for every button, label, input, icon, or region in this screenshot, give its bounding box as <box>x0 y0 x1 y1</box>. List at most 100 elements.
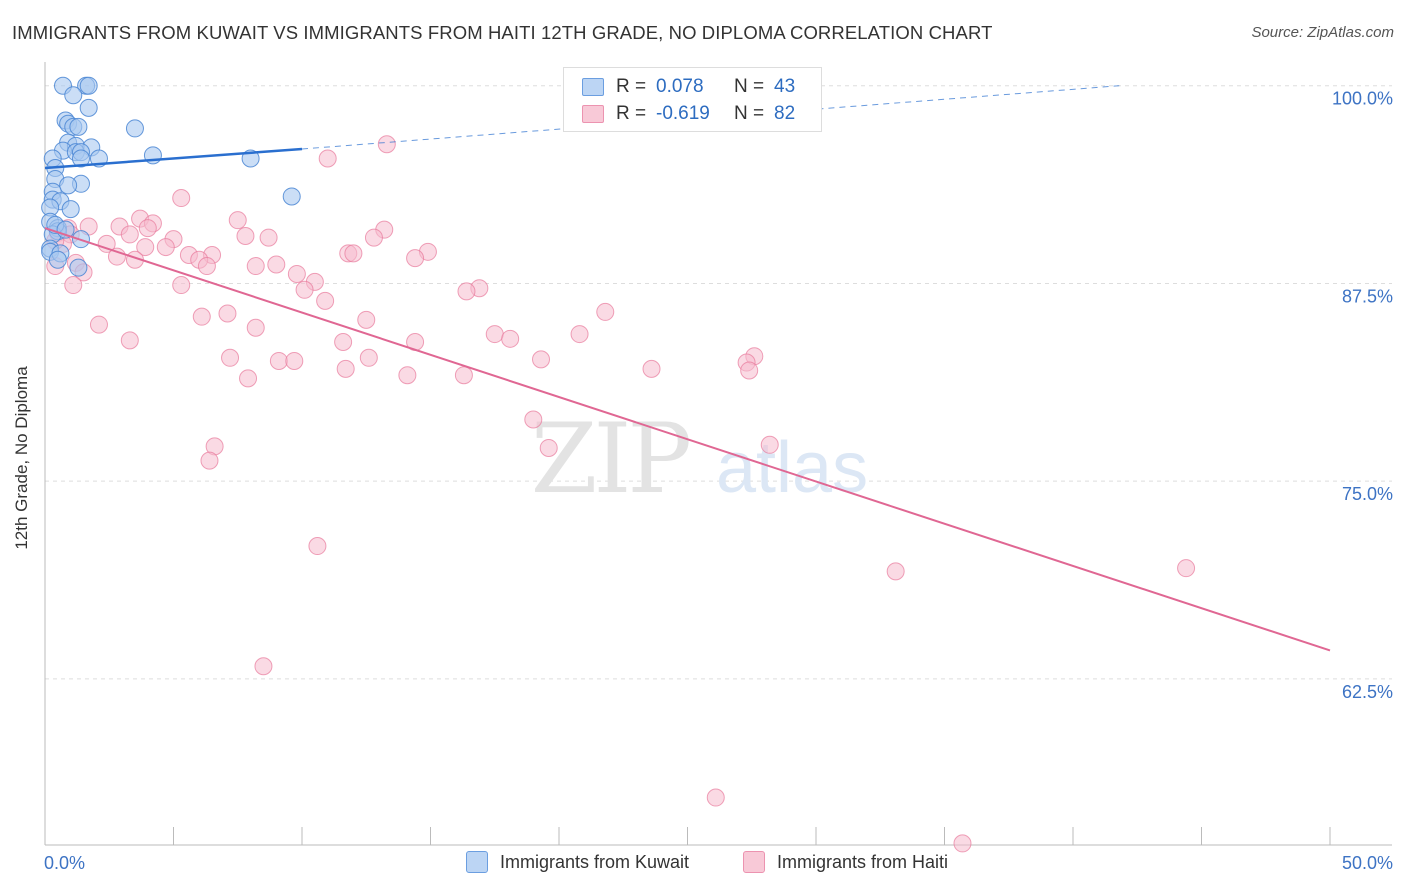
legend-n-label: N = <box>734 103 765 124</box>
data-point-haiti <box>532 350 551 369</box>
trendline-haiti <box>44 227 1331 652</box>
data-point-haiti <box>308 537 327 556</box>
data-point-haiti <box>295 280 314 299</box>
data-point-haiti <box>359 348 378 367</box>
data-point-haiti <box>267 255 286 274</box>
data-point-haiti <box>485 325 504 344</box>
data-point-haiti <box>120 331 139 350</box>
data-point-haiti <box>239 369 258 388</box>
data-point-haiti <box>570 325 589 344</box>
data-point-haiti <box>246 257 265 276</box>
data-point-haiti <box>228 211 247 230</box>
trendline-kuwait <box>44 147 303 170</box>
data-point-haiti <box>172 189 191 208</box>
data-point-haiti <box>120 225 139 244</box>
data-point-haiti <box>706 788 725 807</box>
legend-n-value: 82 <box>774 103 796 124</box>
data-point-haiti <box>236 227 255 245</box>
correlation-legend: R = 0.078 N = 43 R = -0.619 N = 82 <box>563 67 822 132</box>
legend-swatch-kuwait <box>582 78 604 96</box>
data-point-haiti <box>364 228 383 247</box>
y-tick-label: 87.5% <box>1342 286 1393 306</box>
legend-n-label: N = <box>734 76 765 97</box>
legend-r-value: 0.078 <box>656 76 704 97</box>
data-point-haiti <box>539 438 558 457</box>
data-point-haiti <box>596 302 615 321</box>
source-label: Source: ZipAtlas.com <box>1251 24 1394 41</box>
data-point-kuwait <box>282 187 301 206</box>
data-point-haiti <box>259 228 278 247</box>
kuwait-points <box>41 76 301 277</box>
legend-n-value: 43 <box>774 76 796 97</box>
data-point-kuwait <box>59 176 78 195</box>
data-point-haiti <box>269 351 288 370</box>
data-point-haiti <box>886 562 905 581</box>
data-point-haiti <box>192 307 211 326</box>
data-point-haiti <box>287 264 306 283</box>
data-point-kuwait <box>69 117 88 136</box>
data-point-kuwait <box>64 86 83 105</box>
legend-r-label: R = <box>616 103 647 124</box>
data-point-haiti <box>156 238 175 257</box>
x-tick-label: 50.0% <box>1342 853 1393 873</box>
data-point-haiti <box>501 329 520 348</box>
data-point-haiti <box>406 249 425 268</box>
data-point-haiti <box>336 359 355 378</box>
data-point-haiti <box>642 359 661 378</box>
data-point-haiti <box>97 234 116 253</box>
data-point-haiti <box>357 310 376 329</box>
y-tick-label: 75.0% <box>1342 484 1393 504</box>
data-point-haiti <box>254 657 273 676</box>
watermark-zip: ZIP <box>531 403 690 515</box>
data-point-haiti <box>953 834 972 853</box>
legend-item-haiti[interactable]: Immigrants from Haiti <box>743 851 948 873</box>
data-point-haiti <box>246 318 265 337</box>
data-point-kuwait <box>71 149 90 168</box>
data-point-haiti <box>377 135 396 154</box>
data-point-haiti <box>457 282 476 301</box>
data-point-haiti <box>221 348 240 367</box>
data-point-haiti <box>172 276 191 295</box>
legend-r-label: R = <box>616 76 647 97</box>
tick-labels: 62.5% 75.0% 87.5% 100.0% 0.0% 50.0% <box>44 89 1393 873</box>
data-point-haiti <box>200 451 219 470</box>
data-point-haiti <box>197 257 216 276</box>
data-point-haiti <box>138 219 157 238</box>
x-tick-label: 0.0% <box>44 853 85 873</box>
legend-label-kuwait: Immigrants from Kuwait <box>500 851 690 872</box>
data-point-haiti <box>760 435 779 454</box>
data-point-haiti <box>218 304 237 323</box>
watermark: ZIP atlas <box>531 403 868 515</box>
data-point-kuwait <box>79 98 98 117</box>
data-point-haiti <box>285 351 304 370</box>
legend-label-haiti: Immigrants from Haiti <box>777 851 949 872</box>
data-point-haiti <box>1177 559 1196 578</box>
data-point-haiti <box>64 276 83 295</box>
data-point-haiti <box>454 366 473 385</box>
data-point-haiti <box>136 238 155 257</box>
data-point-kuwait <box>61 200 80 219</box>
data-point-haiti <box>398 366 417 385</box>
data-point-kuwait <box>48 250 67 269</box>
data-point-kuwait <box>79 76 98 95</box>
series-legend: Immigrants from Kuwait Immigrants from H… <box>0 851 1406 877</box>
legend-swatch-kuwait <box>466 851 488 873</box>
data-point-haiti <box>524 410 543 429</box>
gridlines <box>45 85 1392 680</box>
y-tick-label: 62.5% <box>1342 682 1393 702</box>
legend-swatch-haiti <box>582 105 604 123</box>
legend-item-kuwait[interactable]: Immigrants from Kuwait <box>466 851 689 873</box>
legend-swatch-haiti <box>743 851 765 873</box>
data-point-haiti <box>318 149 337 168</box>
y-tick-label: 100.0% <box>1332 89 1393 109</box>
data-point-haiti <box>334 332 353 351</box>
axes <box>44 62 1392 846</box>
chart-title: IMMIGRANTS FROM KUWAIT VS IMMIGRANTS FRO… <box>12 22 993 43</box>
watermark-atlas: atlas <box>716 428 868 508</box>
data-point-haiti <box>89 315 108 334</box>
data-point-kuwait <box>125 119 144 138</box>
legend-row-haiti: R = -0.619 N = 82 <box>582 101 795 127</box>
data-point-kuwait <box>69 258 88 277</box>
legend-r-value: -0.619 <box>656 103 710 124</box>
